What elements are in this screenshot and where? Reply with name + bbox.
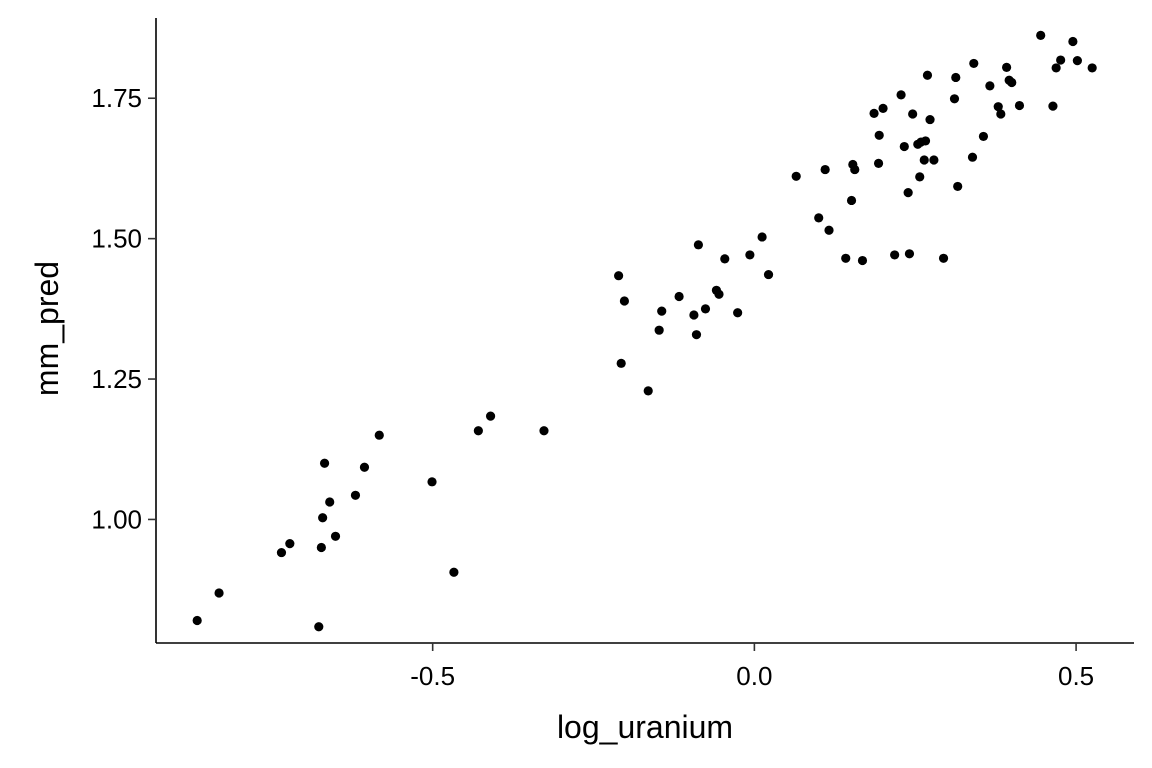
data-point (330, 531, 341, 541)
y-axis-ticks: 1.00 1.25 1.50 1.75 (91, 83, 156, 534)
data-point (318, 513, 328, 523)
data-point (757, 232, 767, 242)
y-tick-label: 1.00 (91, 504, 142, 534)
data-point (720, 254, 730, 264)
data-point (689, 310, 699, 320)
data-point (929, 155, 939, 165)
data-point (745, 250, 755, 260)
data-point (1068, 36, 1078, 47)
data-point (915, 172, 925, 182)
data-point (314, 622, 324, 632)
x-axis-title: log_uranium (557, 709, 733, 745)
data-point (903, 187, 913, 198)
y-tick-label: 1.25 (91, 364, 142, 394)
data-point (733, 308, 743, 318)
data-point (820, 164, 830, 175)
data-point (325, 497, 335, 507)
data-point (485, 411, 496, 421)
data-point (969, 58, 979, 69)
data-point (996, 109, 1006, 119)
data-point (359, 462, 370, 472)
data-point (922, 70, 933, 80)
data-point (908, 109, 918, 119)
data-point (850, 164, 860, 175)
y-tick-label: 1.50 (91, 224, 142, 254)
data-point (1051, 63, 1061, 73)
data-point (791, 171, 801, 181)
data-point (700, 304, 711, 314)
data-point (857, 255, 868, 266)
data-point (427, 477, 437, 487)
data-point (192, 615, 202, 626)
data-point (657, 306, 667, 316)
data-point (841, 253, 851, 263)
data-point (1014, 100, 1025, 111)
data-point (691, 330, 702, 340)
x-tick-label: -0.5 (410, 661, 455, 691)
data-point (890, 250, 900, 260)
data-point (896, 90, 906, 100)
data-point (319, 458, 330, 468)
data-point (1048, 101, 1058, 111)
data-point (919, 155, 929, 165)
data-point (1036, 30, 1046, 40)
data-point (824, 225, 834, 235)
data-point (714, 289, 724, 299)
data-point (276, 547, 287, 558)
data-point (654, 325, 664, 335)
data-point (214, 588, 224, 598)
x-axis-ticks: -0.5 0.0 0.5 (410, 643, 1094, 691)
data-point (449, 567, 459, 577)
data-point (949, 94, 960, 104)
data-point (938, 253, 949, 263)
data-point (1087, 63, 1097, 73)
data-point (1002, 62, 1012, 72)
data-point (873, 158, 884, 168)
data-point (920, 136, 931, 146)
x-tick-label: 0.5 (1058, 661, 1094, 691)
data-point (951, 72, 961, 83)
data-point (616, 358, 626, 368)
data-point (285, 538, 295, 549)
data-point (316, 542, 326, 553)
data-point (350, 490, 361, 500)
data-point (904, 249, 915, 259)
data-point (899, 141, 909, 152)
data-point (473, 426, 483, 436)
data-point (1056, 55, 1066, 65)
data-point (614, 271, 624, 281)
data-point (1007, 77, 1017, 88)
data-point (925, 114, 935, 125)
x-tick-label: 0.0 (736, 661, 772, 691)
data-points (192, 30, 1097, 632)
data-point (763, 269, 774, 280)
data-point (869, 108, 879, 119)
data-point (814, 213, 824, 223)
data-point (374, 430, 384, 440)
data-point (985, 81, 995, 91)
data-point (619, 296, 630, 306)
data-point (978, 131, 989, 142)
data-point (878, 103, 888, 113)
y-tick-label: 1.75 (91, 83, 142, 113)
data-point (693, 240, 704, 250)
y-axis-title: mm_pred (29, 261, 65, 396)
data-point (643, 386, 653, 396)
data-point (967, 152, 978, 162)
data-point (846, 195, 857, 206)
data-point (953, 181, 963, 192)
data-point (874, 130, 884, 140)
data-point (993, 102, 1003, 112)
data-point (1072, 56, 1082, 66)
data-point (674, 291, 684, 302)
data-point (539, 426, 549, 436)
